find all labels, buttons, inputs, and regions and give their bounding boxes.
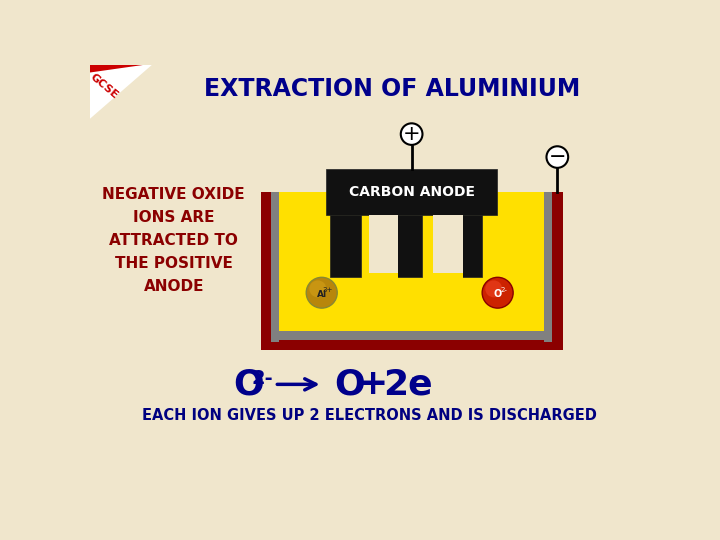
Bar [433, 215, 463, 273]
Circle shape [306, 278, 337, 308]
Text: Al: Al [317, 290, 327, 299]
Bar [451, 215, 482, 276]
Bar [271, 192, 279, 342]
Polygon shape [90, 65, 152, 119]
Text: −: − [549, 147, 566, 167]
Text: THE POSITIVE: THE POSITIVE [114, 256, 233, 271]
Text: GCSE: GCSE [88, 72, 120, 101]
Bar [369, 273, 398, 296]
Bar [552, 192, 563, 350]
Text: 2e: 2e [383, 367, 433, 401]
Text: +: + [402, 124, 420, 144]
Bar [261, 339, 563, 350]
Bar [433, 273, 463, 296]
Text: 3+: 3+ [322, 287, 333, 293]
Bar [369, 215, 398, 273]
Text: O: O [334, 367, 365, 401]
Text: NEGATIVE OXIDE: NEGATIVE OXIDE [102, 187, 245, 201]
Bar [271, 331, 552, 340]
Polygon shape [90, 65, 152, 72]
Text: ANODE: ANODE [143, 279, 204, 294]
Circle shape [310, 280, 326, 298]
Bar [330, 215, 361, 276]
Bar [326, 168, 497, 215]
Text: +: + [357, 367, 388, 401]
Circle shape [401, 123, 423, 145]
Bar [261, 192, 271, 350]
Circle shape [485, 280, 503, 298]
Text: EXTRACTION OF ALUMINIUM: EXTRACTION OF ALUMINIUM [204, 77, 580, 102]
Bar [391, 215, 422, 276]
Text: ATTRACTED TO: ATTRACTED TO [109, 233, 238, 248]
Circle shape [546, 146, 568, 168]
Circle shape [482, 278, 513, 308]
Text: 2-: 2- [500, 287, 508, 293]
Text: CARBON ANODE: CARBON ANODE [348, 185, 474, 199]
Text: O: O [493, 289, 502, 299]
Text: 2-: 2- [251, 369, 273, 388]
Bar [279, 192, 544, 331]
Text: -: - [411, 369, 419, 388]
Bar [544, 192, 552, 342]
Text: O: O [233, 367, 264, 401]
Text: IONS ARE: IONS ARE [133, 210, 215, 225]
Text: EACH ION GIVES UP 2 ELECTRONS AND IS DISCHARGED: EACH ION GIVES UP 2 ELECTRONS AND IS DIS… [142, 408, 596, 423]
